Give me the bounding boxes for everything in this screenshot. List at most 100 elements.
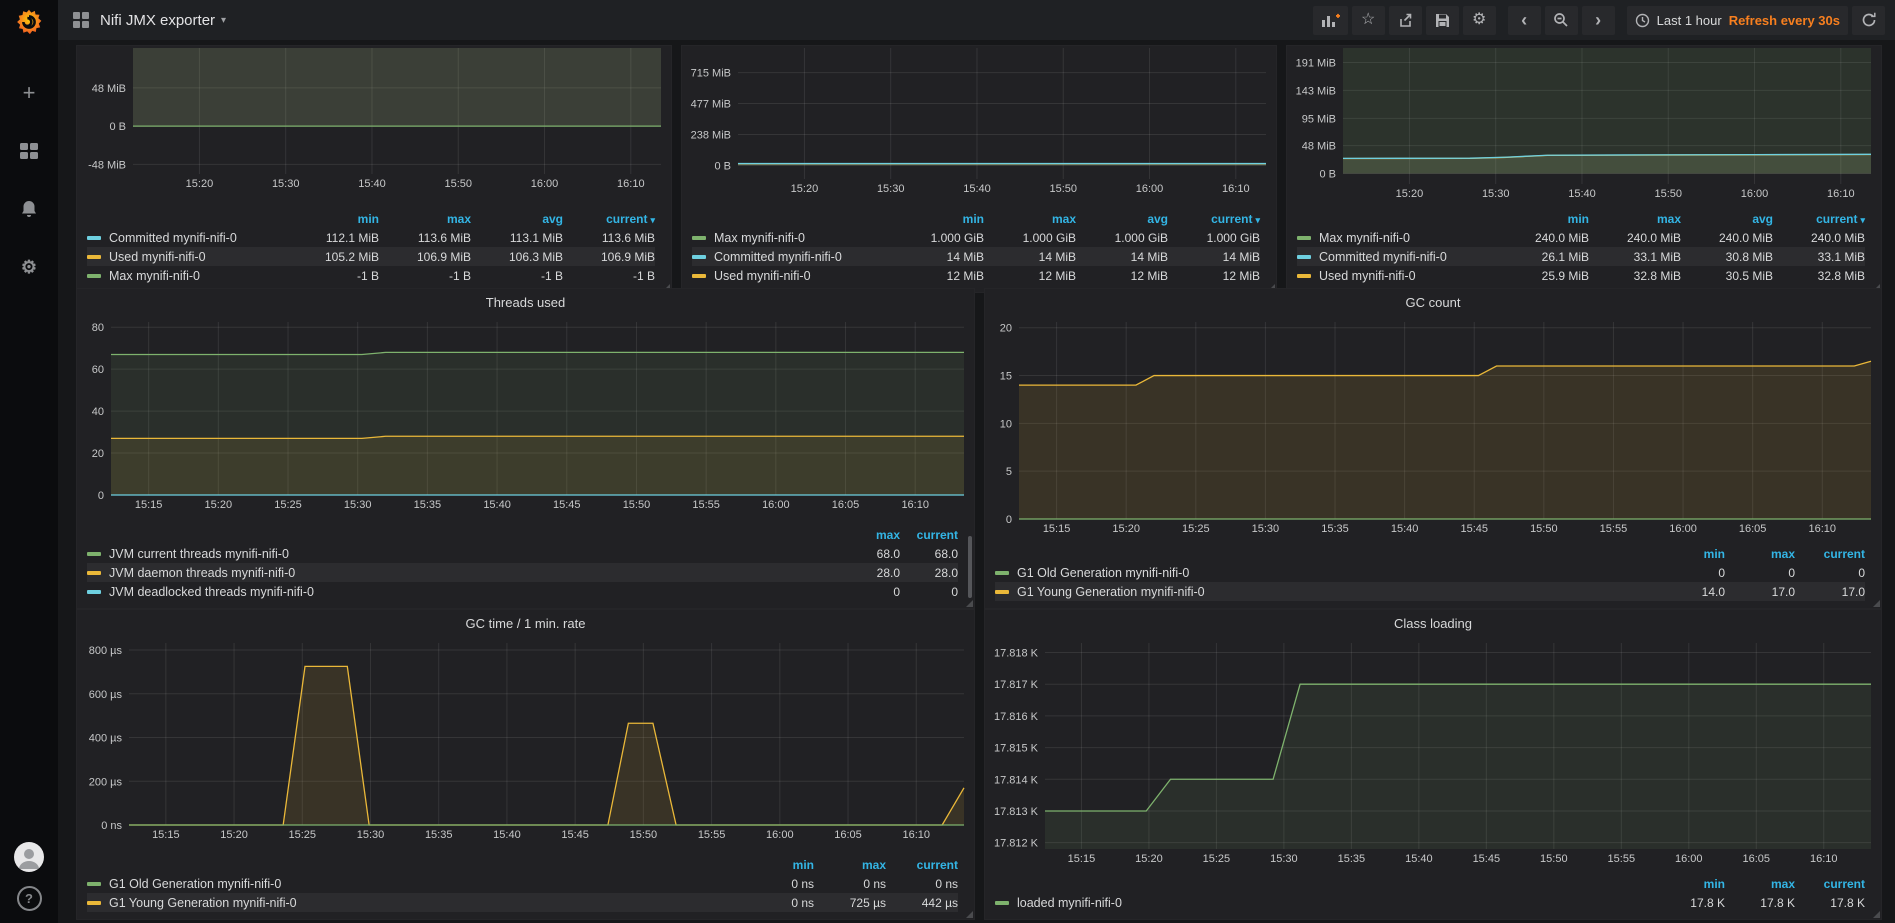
series-color-marker[interactable]: [87, 882, 101, 886]
legend-series-label[interactable]: Used mynifi-nifi-0: [1319, 269, 1416, 283]
legend-column-header[interactable]: max: [1725, 547, 1795, 561]
legend-column-header[interactable]: max: [842, 528, 900, 542]
time-series-plot[interactable]: 15:1515:2015:2515:3015:3515:4015:4515:50…: [77, 637, 974, 843]
series-color-marker[interactable]: [1297, 274, 1311, 278]
series-color-marker[interactable]: [87, 571, 101, 575]
legend-column-header[interactable]: max: [814, 858, 886, 872]
memory-2-chart[interactable]: 15:2015:3015:4015:5016:0016:10715 MiB477…: [682, 46, 1276, 207]
series-color-marker[interactable]: [995, 901, 1009, 905]
memory-3-chart[interactable]: 15:2015:3015:4015:5016:0016:10191 MiB143…: [1287, 46, 1881, 207]
series-color-marker[interactable]: [87, 901, 101, 905]
legend-series-label[interactable]: JVM current threads mynifi-nifi-0: [109, 547, 289, 561]
legend-series-label[interactable]: loaded mynifi-nifi-0: [1017, 896, 1122, 910]
legend-column-header[interactable]: max: [984, 212, 1076, 226]
series-color-marker[interactable]: [692, 255, 706, 259]
time-series-plot[interactable]: 15:2015:3015:4015:5016:0016:10191 MiB143…: [1287, 46, 1881, 202]
legend-column-header[interactable]: max: [1725, 877, 1795, 891]
add-panel-button[interactable]: [1313, 6, 1348, 35]
legend-column-header[interactable]: min: [1655, 547, 1725, 561]
legend-column-header[interactable]: min: [287, 212, 379, 226]
star-dashboard-button[interactable]: ☆: [1352, 6, 1385, 35]
legend-series-label[interactable]: Used mynifi-nifi-0: [714, 269, 811, 283]
legend-column-header[interactable]: current: [900, 528, 958, 542]
panel-resize-handle[interactable]: [1873, 600, 1880, 607]
legend-series-label[interactable]: G1 Young Generation mynifi-nifi-0: [1017, 585, 1205, 599]
legend-column-header[interactable]: avg: [471, 212, 563, 226]
time-series-plot[interactable]: 15:1515:2015:2515:3015:3515:4015:4515:50…: [985, 637, 1881, 867]
legend-column-header[interactable]: current: [886, 858, 958, 872]
save-dashboard-button[interactable]: [1426, 6, 1459, 35]
legend-column-header[interactable]: min: [892, 212, 984, 226]
time-series-plot[interactable]: 15:2015:3015:4015:5016:0016:10715 MiB477…: [682, 46, 1276, 197]
legend-series-label[interactable]: G1 Young Generation mynifi-nifi-0: [109, 896, 297, 910]
legend-column-header[interactable]: max: [1589, 212, 1681, 226]
sidebar-item-create[interactable]: +: [12, 78, 46, 108]
time-back-button[interactable]: ‹: [1508, 6, 1541, 35]
threads-used-chart[interactable]: 15:1515:2015:2515:3015:3515:4015:4515:50…: [77, 316, 974, 523]
legend-series-label[interactable]: Max mynifi-nifi-0: [714, 231, 805, 245]
legend-column-header[interactable]: current▾: [1773, 212, 1865, 226]
series-color-marker[interactable]: [995, 590, 1009, 594]
gc-count-chart[interactable]: 15:1515:2015:2515:3015:3515:4015:4515:50…: [985, 316, 1881, 542]
legend-series-label[interactable]: JVM deadlocked threads mynifi-nifi-0: [109, 585, 314, 599]
series-color-marker[interactable]: [1297, 255, 1311, 259]
dashboard-picker-icon[interactable]: [72, 11, 90, 29]
memory-1-chart[interactable]: 15:2015:3015:4015:5016:0016:1048 MiB0 B-…: [77, 46, 671, 207]
zoom-out-time-button[interactable]: [1545, 6, 1578, 35]
legend-column-header[interactable]: max: [379, 212, 471, 226]
legend-column-header[interactable]: avg: [1681, 212, 1773, 226]
series-color-marker[interactable]: [692, 236, 706, 240]
legend-series-label[interactable]: Committed mynifi-nifi-0: [109, 231, 237, 245]
series-color-marker[interactable]: [995, 571, 1009, 575]
legend-series-label[interactable]: Max mynifi-nifi-0: [1319, 231, 1410, 245]
legend-column-header[interactable]: current: [1795, 877, 1865, 891]
series-color-marker[interactable]: [87, 552, 101, 556]
panel-resize-handle[interactable]: [1873, 911, 1880, 918]
sidebar-item-alerting[interactable]: [12, 194, 46, 224]
help-button[interactable]: ?: [17, 886, 42, 911]
dashboard-settings-button[interactable]: ⚙: [1463, 6, 1496, 35]
panel-title[interactable]: Threads used: [77, 289, 974, 316]
legend-column-header[interactable]: current▾: [1168, 212, 1260, 226]
legend-column-header[interactable]: min: [742, 858, 814, 872]
chevron-down-icon[interactable]: ▾: [221, 15, 226, 26]
legend-series-label[interactable]: G1 Old Generation mynifi-nifi-0: [1017, 566, 1189, 580]
legend-column-header[interactable]: current: [1795, 547, 1865, 561]
panel-title[interactable]: GC time / 1 min. rate: [77, 610, 974, 637]
sidebar-item-configuration[interactable]: ⚙: [12, 252, 46, 282]
class-loading-chart[interactable]: 15:1515:2015:2515:3015:3515:4015:4515:50…: [985, 637, 1881, 872]
gc-time-chart[interactable]: 15:1515:2015:2515:3015:3515:4015:4515:50…: [77, 637, 974, 853]
legend-series-label[interactable]: Used mynifi-nifi-0: [109, 250, 206, 264]
grafana-logo[interactable]: [0, 0, 58, 44]
legend-column-header[interactable]: min: [1497, 212, 1589, 226]
series-color-marker[interactable]: [1297, 236, 1311, 240]
panel-title[interactable]: GC count: [985, 289, 1881, 316]
sidebar-item-dashboards[interactable]: [12, 136, 46, 166]
series-color-marker[interactable]: [87, 590, 101, 594]
legend-series-label[interactable]: Max mynifi-nifi-0: [109, 269, 200, 283]
share-dashboard-button[interactable]: [1389, 6, 1422, 35]
time-series-plot[interactable]: 15:1515:2015:2515:3015:3515:4015:4515:50…: [77, 316, 974, 513]
time-forward-button[interactable]: ›: [1582, 6, 1615, 35]
dashboard-title[interactable]: Nifi JMX exporter: [100, 12, 215, 29]
time-range-picker[interactable]: Last 1 hour Refresh every 30s: [1627, 6, 1848, 35]
refresh-dashboard-button[interactable]: [1852, 6, 1885, 35]
legend-series-label[interactable]: Committed mynifi-nifi-0: [1319, 250, 1447, 264]
panel-resize-handle[interactable]: [966, 911, 973, 918]
series-color-marker[interactable]: [87, 236, 101, 240]
user-avatar[interactable]: [14, 842, 44, 872]
series-color-marker[interactable]: [87, 274, 101, 278]
time-series-plot[interactable]: 15:2015:3015:4015:5016:0016:1048 MiB0 B-…: [77, 46, 671, 192]
time-series-plot[interactable]: 15:1515:2015:2515:3015:3515:4015:4515:50…: [985, 316, 1881, 537]
panel-title[interactable]: Class loading: [985, 610, 1881, 637]
legend-column-header[interactable]: min: [1655, 877, 1725, 891]
legend-column-header[interactable]: current▾: [563, 212, 655, 226]
legend-series-label[interactable]: Committed mynifi-nifi-0: [714, 250, 842, 264]
legend-series-label[interactable]: G1 Old Generation mynifi-nifi-0: [109, 877, 281, 891]
series-color-marker[interactable]: [692, 274, 706, 278]
series-color-marker[interactable]: [87, 255, 101, 259]
legend-column-header[interactable]: avg: [1076, 212, 1168, 226]
legend-scrollbar[interactable]: [968, 536, 972, 598]
legend-series-label[interactable]: JVM daemon threads mynifi-nifi-0: [109, 566, 295, 580]
panel-resize-handle[interactable]: [966, 600, 973, 607]
